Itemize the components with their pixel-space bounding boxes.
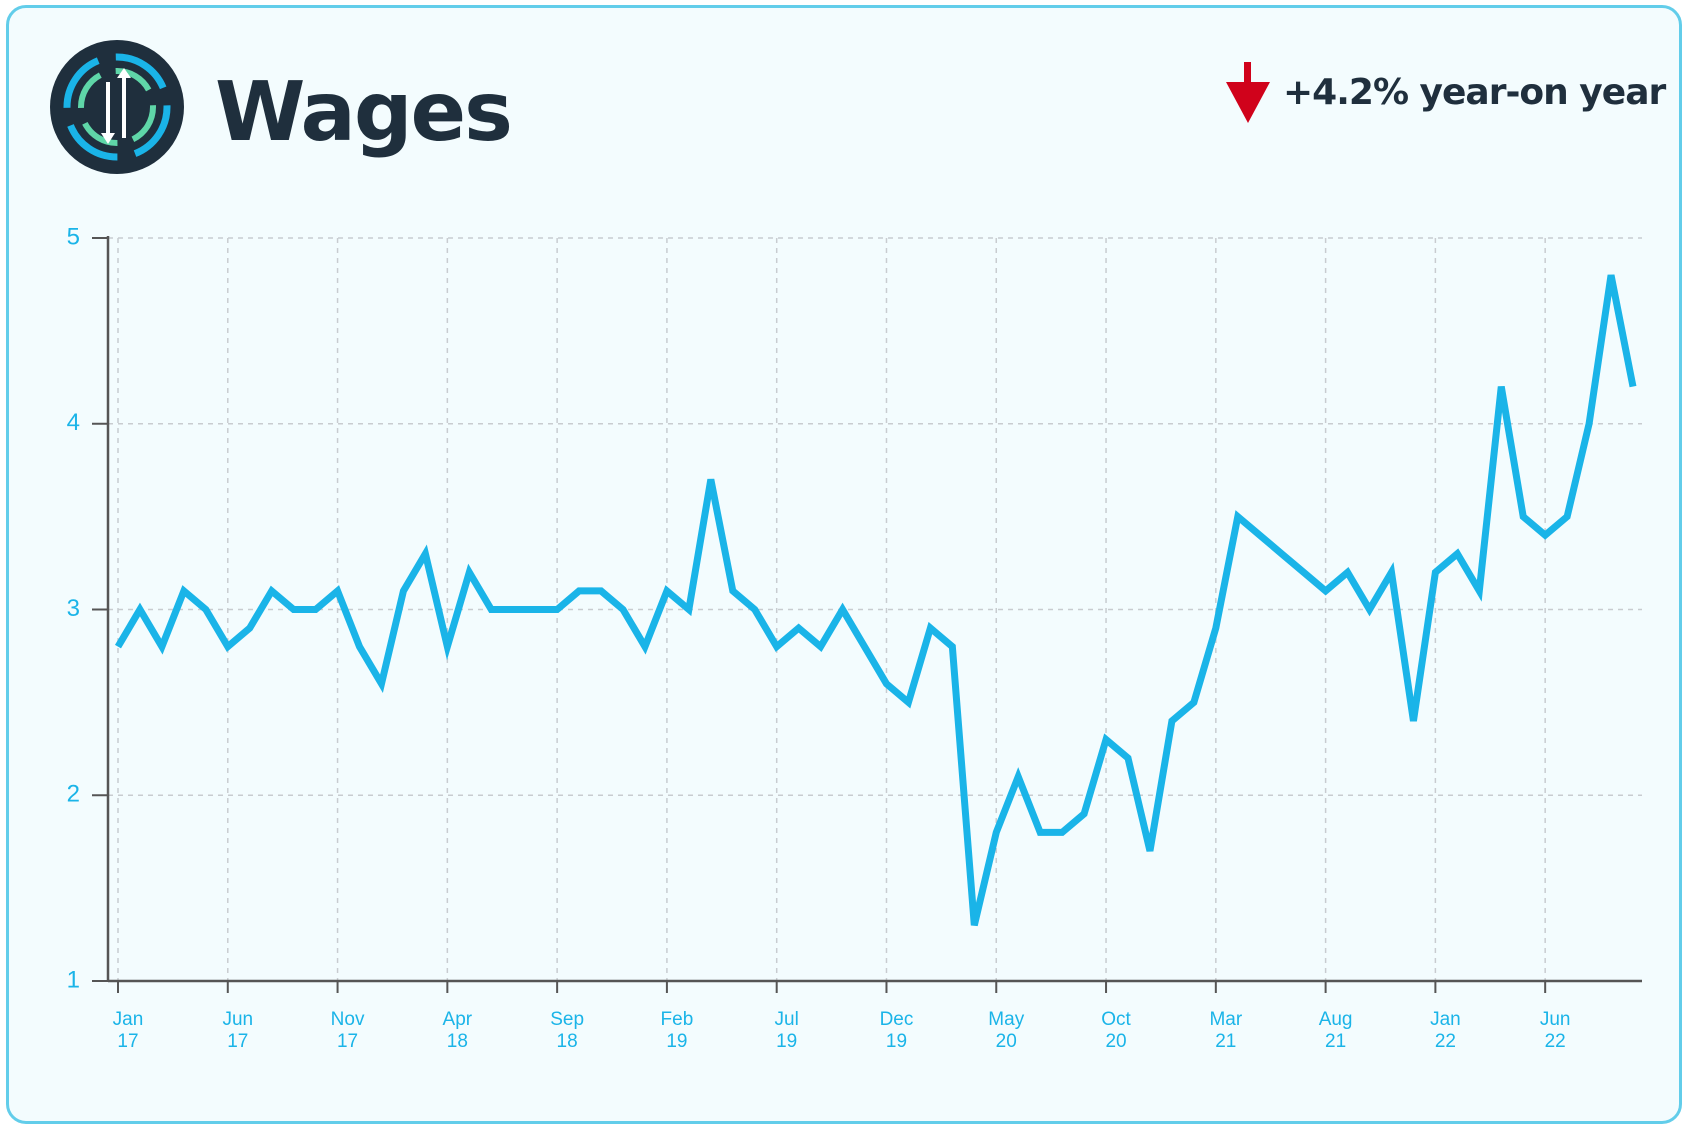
y-tick-label: 3 (67, 595, 80, 622)
x-tick-label: Jan 22 (1430, 1009, 1461, 1052)
y-tick-label: 1 (67, 966, 80, 993)
y-tick-label: 4 (67, 409, 80, 436)
x-tick-label: Jan 17 (112, 1009, 144, 1052)
x-tick-label: Dec 19 (879, 1009, 914, 1052)
x-tick-label: Jun 22 (1539, 1009, 1571, 1052)
x-tick-label: Jul 19 (774, 1009, 799, 1052)
card (6, 5, 1682, 1124)
x-tick-label: Jun 17 (222, 1009, 254, 1052)
annotation: +4.2% year-on year (1283, 72, 1666, 113)
x-tick-label: Mar 21 (1209, 1009, 1243, 1052)
down-arrow-icon (1226, 62, 1270, 123)
y-tick-label: 5 (67, 223, 80, 250)
x-tick-label: Aug 21 (1318, 1009, 1353, 1052)
chart-title: Wages (215, 65, 513, 160)
x-tick-label: Nov 17 (330, 1009, 365, 1052)
x-tick-label: May 20 (988, 1009, 1025, 1052)
x-tick-label: Oct 20 (1101, 1009, 1131, 1052)
x-tick-label: Apr 18 (442, 1009, 473, 1052)
logo (50, 40, 184, 174)
line (114, 274, 1637, 927)
x-tick-label: Sep 18 (550, 1009, 585, 1052)
x-tick-label: Feb 19 (660, 1009, 694, 1052)
y-tick-label: 2 (67, 781, 80, 808)
